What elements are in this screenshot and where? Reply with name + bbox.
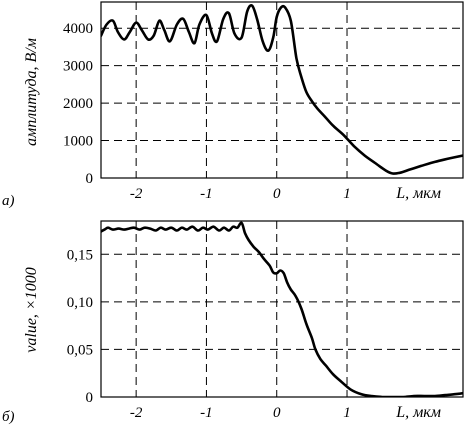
panel-b-x-tick-label: -1 [200, 405, 213, 421]
panel-b-y-tick-label: 0,10 [67, 295, 93, 311]
panel-a-grid [101, 2, 463, 178]
panel-a-x-tick-label: 1 [343, 186, 351, 202]
panel-b-y-ticks: 0 0,05 0,10 0,15 [67, 247, 93, 406]
panel-a-y-tick-label: 2000 [63, 96, 93, 112]
panel-a: -2 -1 0 1 0 1000 2000 3000 4000 L, мкм амплитуд… [2, 1, 464, 209]
panel-a-x-tick-label: 0 [273, 186, 281, 202]
panel-a-series-line [101, 4, 463, 175]
panel-a-y-tick-label: 0 [86, 171, 94, 187]
panel-b-x-tick-label: 1 [343, 405, 351, 421]
panel-b-series-line [101, 221, 463, 397]
panel-b-x-tick-label: -2 [130, 405, 143, 421]
panel-a-x-tick-label: -1 [200, 186, 213, 202]
panel-b-x-tick-label: 0 [273, 405, 281, 421]
panel-b-grid [101, 221, 463, 397]
panel-b-y-tick-label: 0,15 [67, 247, 93, 263]
panel-b-y-axis-label: value, ×1000 [23, 267, 40, 352]
panel-a-x-axis-label: L, мкм [395, 185, 441, 202]
panel-b-x-axis-label: L, мкм [395, 404, 441, 421]
panel-b-y-tick-label: 0,05 [67, 342, 93, 358]
panel-b-x-ticks: -2 -1 0 1 [130, 405, 351, 421]
panel-a-y-axis-label: амплитуда, В/м [23, 38, 40, 146]
panel-a-y-tick-label: 4000 [63, 21, 93, 37]
panel-b: -2 -1 0 1 0 0,05 0,10 0,15 L, мкм value, ×1000… [2, 220, 464, 425]
panel-a-label: a) [2, 193, 15, 209]
panel-b-label: б) [2, 409, 15, 425]
panel-a-x-tick-label: -2 [130, 186, 143, 202]
panel-b-y-tick-label: 0 [86, 390, 94, 406]
panel-a-frame [100, 1, 464, 179]
panel-a-y-ticks: 0 1000 2000 3000 4000 [63, 21, 93, 187]
panel-a-y-tick-label: 3000 [63, 59, 93, 75]
panel-a-y-tick-label: 1000 [63, 134, 93, 150]
panel-a-x-ticks: -2 -1 0 1 [130, 186, 351, 202]
panel-b-frame [100, 220, 464, 398]
